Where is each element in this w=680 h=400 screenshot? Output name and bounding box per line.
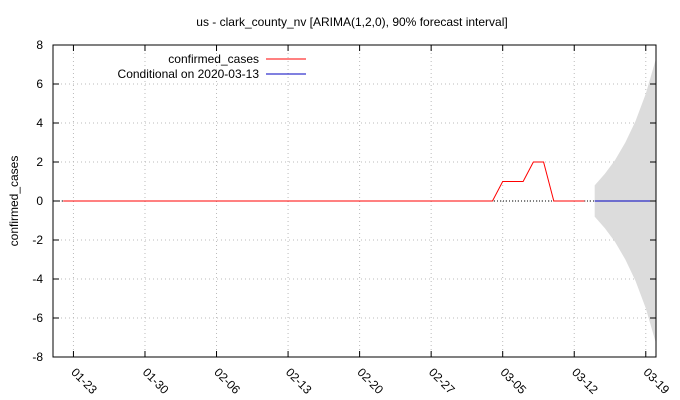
y-tick-label: 2 — [36, 155, 43, 169]
chart-title: us - clark_county_nv [ARIMA(1,2,0), 90% … — [196, 15, 507, 29]
x-tick-label: 03-05 — [498, 365, 530, 397]
legend-label-confirmed-cases: confirmed_cases — [168, 52, 259, 66]
legend: confirmed_cases Conditional on 2020-03-1… — [118, 52, 306, 81]
legend-label-conditional: Conditional on 2020-03-13 — [118, 67, 260, 81]
y-tick-label: -8 — [32, 350, 43, 364]
series-line-confirmed-cases — [63, 161, 585, 202]
y-axis-label: confirmed_cases — [7, 156, 21, 247]
x-tick-label: 03-12 — [569, 365, 601, 397]
x-tick-label: 03-19 — [641, 365, 673, 397]
x-ticks: 01-23 01-30 02-06 02-13 02-20 02-27 03-05 03-12… — [68, 45, 672, 397]
y-tick-label: -6 — [32, 311, 43, 325]
y-tick-label: 0 — [36, 194, 43, 208]
x-tick-label: 01-30 — [140, 365, 172, 397]
x-tick-label: 01-23 — [68, 365, 100, 397]
x-tick-label: 02-06 — [211, 365, 243, 397]
x-tick-label: 02-20 — [354, 365, 386, 397]
x-tick-label: 02-27 — [426, 365, 458, 397]
series-lines — [63, 161, 656, 202]
y-tick-label: 6 — [36, 77, 43, 91]
y-ticks: -8 -6 -4 -2 0 2 4 6 8 — [32, 38, 656, 364]
y-tick-label: 8 — [36, 38, 43, 52]
x-tick-label: 02-13 — [283, 365, 315, 397]
y-tick-label: 4 — [36, 116, 43, 130]
y-tick-label: -4 — [32, 272, 43, 286]
y-tick-label: -2 — [32, 233, 43, 247]
